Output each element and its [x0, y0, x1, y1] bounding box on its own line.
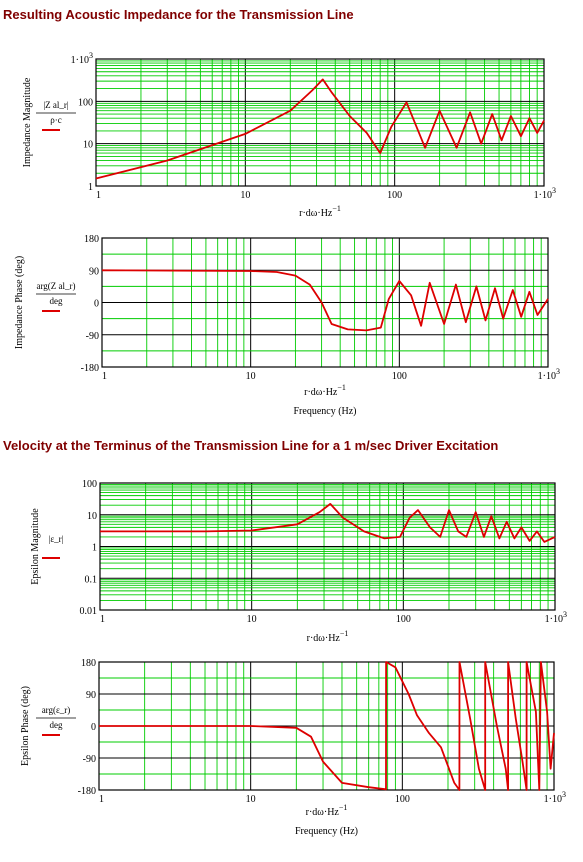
y-tick-label: 0.01 [80, 606, 98, 617]
y-tick-label: 180 [81, 658, 96, 669]
y-tick-label: 100 [78, 97, 93, 108]
chart-impedance-magnitude: 1·103 100 10 11 10 100 1·103 r·dω·Hz−1 Impedance… [22, 51, 556, 219]
y-tick-label: 0 [94, 299, 99, 310]
y-tick-label: 10 [87, 511, 97, 522]
x-axis-label: r·dω·Hz−1 [307, 629, 349, 644]
y-tick-label: -90 [86, 331, 99, 342]
x-tick-label: 1·103 [538, 367, 560, 382]
x-tick-label: 10 [247, 614, 257, 625]
legend-expression: arg(ε_r) [42, 705, 71, 715]
series-line [101, 269, 549, 332]
plot-frame [99, 482, 556, 611]
x-tick-label: 100 [387, 190, 402, 201]
x-tick-label: 1·103 [545, 610, 567, 625]
velocity-heading: Velocity at the Terminus of the Transmis… [3, 438, 499, 453]
legend-denominator: deg [50, 720, 63, 730]
legend-denominator: deg [50, 296, 63, 306]
x-tick-label: 1 [100, 614, 105, 625]
legend-denominator: ρ·c [50, 115, 61, 125]
x-tick-label: 100 [396, 614, 411, 625]
x-axis-label: r·dω·Hz−1 [304, 383, 346, 398]
series-line [99, 661, 555, 791]
x-tick-label: 1 [96, 190, 101, 201]
y-tick-label: 1·103 [71, 51, 93, 66]
y-axis-label: Impedance Phase (deg) [14, 256, 25, 349]
x-tick-label: 10 [246, 794, 256, 805]
x-tick-label: 100 [395, 794, 410, 805]
plot-frame [101, 237, 549, 368]
legend-expression: |Z al_r| [43, 100, 69, 110]
x-tick-label: 1 [99, 794, 104, 805]
series-line [100, 503, 556, 543]
y-tick-label: 1 [88, 182, 93, 193]
series-line [95, 78, 545, 180]
impedance-heading: Resulting Acoustic Impedance for the Tra… [3, 7, 354, 22]
x-axis-label: r·dω·Hz−1 [306, 803, 348, 818]
legend-expression: arg(Z al_r) [36, 281, 75, 291]
y-tick-label: 90 [86, 690, 96, 701]
x-axis-label: r·dω·Hz−1 [299, 204, 341, 219]
y-tick-label: -90 [83, 754, 96, 765]
legend-expression: |ε_r| [49, 534, 64, 544]
y-tick-label: 100 [82, 479, 97, 490]
y-tick-label: 0 [91, 722, 96, 733]
x-tick-label: 1·103 [544, 790, 566, 805]
y-tick-label: 1 [92, 543, 97, 554]
x-tick-label: 10 [246, 371, 256, 382]
x-tick-label: 10 [240, 190, 250, 201]
x-axis-label-frequency: Frequency (Hz) [293, 406, 356, 417]
plot-frame [95, 58, 545, 187]
y-tick-label: -180 [78, 786, 96, 797]
y-tick-label: 90 [89, 266, 99, 277]
y-tick-label: 0.1 [85, 574, 98, 585]
y-tick-label: -180 [81, 363, 99, 374]
y-axis-label: Epsilon Phase (deg) [20, 686, 31, 766]
x-tick-label: 1·103 [534, 186, 556, 201]
y-tick-label: 10 [83, 140, 93, 151]
y-axis-label: Epsilon Magnitude [30, 508, 41, 585]
y-axis-label: Impedance Magnitude [22, 77, 33, 167]
x-axis-label-frequency: Frequency (Hz) [295, 826, 358, 837]
x-tick-label: 100 [392, 371, 407, 382]
x-tick-label: 1 [102, 371, 107, 382]
y-tick-label: 180 [84, 234, 99, 245]
